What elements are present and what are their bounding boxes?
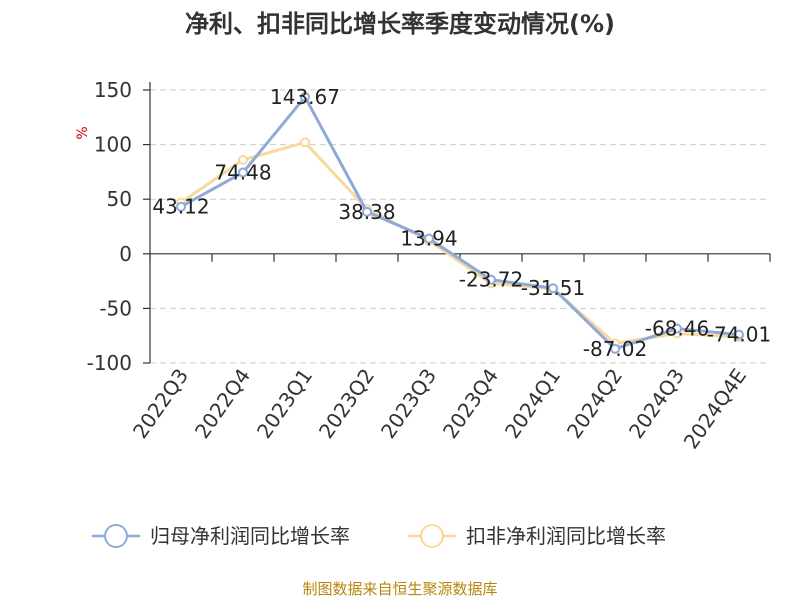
x-tick-label: 2024Q3 xyxy=(624,364,689,443)
x-tick-label: 2023Q1 xyxy=(252,364,317,443)
x-tick-label: 2023Q3 xyxy=(376,364,441,443)
data-label: -87.02 xyxy=(583,337,647,361)
data-label: 38.38 xyxy=(338,200,395,224)
x-tick-labels: 2022Q32022Q42023Q12023Q22023Q32023Q42024… xyxy=(128,364,751,453)
legend-label: 扣非净利润同比增长率 xyxy=(466,524,666,548)
x-tick-label: 2024Q4E xyxy=(679,364,751,453)
x-tick-label: 2024Q1 xyxy=(500,364,565,443)
data-label: 74.48 xyxy=(214,160,271,184)
series-group xyxy=(176,91,744,354)
data-point[interactable] xyxy=(610,343,620,354)
legend-label: 归母净利润同比增长率 xyxy=(150,524,350,548)
data-point[interactable] xyxy=(548,283,558,294)
source-note: 制图数据来自恒生聚源数据库 xyxy=(302,580,497,598)
y-tick-label: 0 xyxy=(119,242,132,266)
data-label: 143.67 xyxy=(270,85,340,109)
data-label: 43.12 xyxy=(152,195,209,219)
grid-lines xyxy=(150,89,770,364)
y-tick-labels: 150 100 50 0 -50 -100 xyxy=(87,78,132,375)
chart-title: 净利、扣非同比增长率季度变动情况(%) xyxy=(185,10,615,38)
data-label: -68.46 xyxy=(645,317,709,341)
legend-swatch-marker xyxy=(420,524,444,548)
data-label: -31.51 xyxy=(521,276,585,300)
legend-swatch-marker xyxy=(104,524,128,548)
x-tick-label: 2024Q2 xyxy=(562,364,627,443)
y-unit-label: % xyxy=(75,126,91,139)
data-point[interactable] xyxy=(734,329,744,340)
data-point[interactable] xyxy=(300,137,310,148)
data-point[interactable] xyxy=(238,154,248,165)
data-point[interactable] xyxy=(362,206,372,217)
x-tick-label: 2023Q2 xyxy=(314,364,379,443)
data-point[interactable] xyxy=(176,201,186,212)
y-tick-label: 100 xyxy=(94,133,132,157)
data-point[interactable] xyxy=(300,91,310,102)
legend[interactable]: 归母净利润同比增长率 扣非净利润同比增长率 xyxy=(92,524,666,548)
y-tick-label: -100 xyxy=(87,351,132,375)
data-label: -74.01 xyxy=(707,323,771,347)
y-tick-label: -50 xyxy=(99,296,132,320)
y-tick-label: 50 xyxy=(107,187,132,211)
data-point[interactable] xyxy=(486,274,496,285)
data-point[interactable] xyxy=(672,323,682,334)
y-tick-label: 150 xyxy=(94,78,132,102)
data-point[interactable] xyxy=(238,167,248,178)
series-line-0 xyxy=(180,95,740,351)
data-label: -23.72 xyxy=(459,268,523,292)
x-tick-label: 2022Q3 xyxy=(128,364,193,443)
x-tick-label: 2022Q4 xyxy=(190,364,255,443)
data-label: 13.94 xyxy=(400,227,457,251)
x-tick-label: 2023Q4 xyxy=(438,364,503,443)
data-point[interactable] xyxy=(424,233,434,244)
